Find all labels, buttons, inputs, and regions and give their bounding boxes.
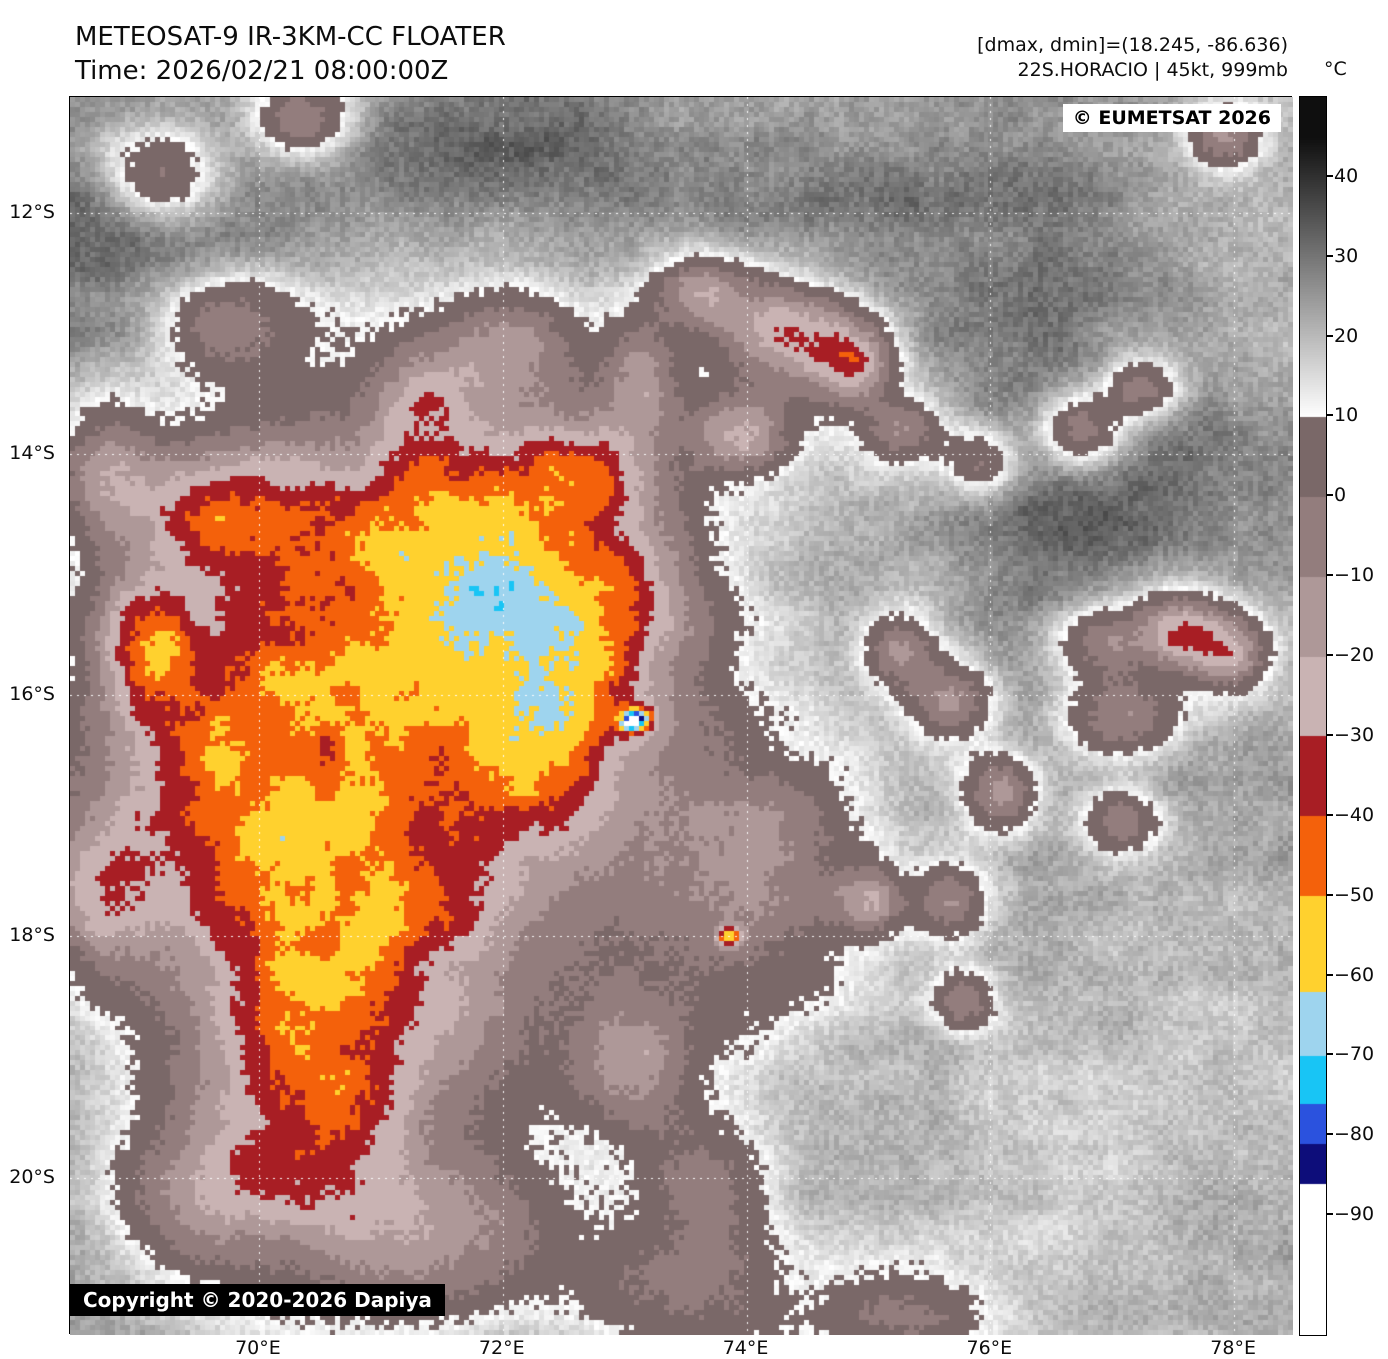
lon-tick-label: 70°E: [235, 1337, 281, 1359]
colorbar-tick-label: 30: [1334, 244, 1359, 267]
copyright-badge: Copyright © 2020-2026 Dapiya: [70, 1284, 445, 1316]
colorbar-tick-label: −90: [1334, 1203, 1375, 1226]
satellite-map: © EUMETSAT 2026 Copyright © 2020-2026 Da…: [69, 96, 1293, 1335]
colorbar-tick-label: −20: [1334, 644, 1375, 667]
colorbar-tick-label: −60: [1334, 963, 1375, 986]
lat-tick-label: 12°S: [9, 200, 55, 223]
storm-readout: 22S.HORACIO | 45kt, 999mb: [1017, 59, 1288, 81]
colorbar-tick-label: −70: [1334, 1043, 1375, 1066]
colorbar-tick-mark: [1327, 174, 1333, 177]
colorbar-tick-mark: [1327, 414, 1333, 417]
colorbar-tick-label: 40: [1334, 164, 1359, 187]
product-time: Time: 2026/02/21 08:00:00Z: [75, 56, 449, 86]
lon-tick-label: 74°E: [722, 1337, 769, 1359]
colorbar-tick-label: −40: [1334, 803, 1375, 826]
extremes-readout: [dmax, dmin]=(18.245, -86.636): [977, 34, 1288, 56]
colorbar-tick-mark: [1327, 574, 1333, 577]
colorbar-tick-mark: [1327, 654, 1333, 657]
colorbar-tick-label: −80: [1334, 1123, 1375, 1146]
lat-tick-label: 16°S: [9, 683, 55, 706]
colorbar-tick-mark: [1327, 813, 1333, 816]
colorbar-tick-label: −30: [1334, 723, 1375, 746]
lon-tick-label: 78°E: [1210, 1337, 1256, 1359]
satellite-image-canvas: [70, 97, 1293, 1335]
colorbar: [1299, 96, 1327, 1336]
colorbar-canvas: [1300, 97, 1326, 1335]
colorbar-tick-mark: [1327, 254, 1333, 257]
colorbar-tick-label: 20: [1334, 324, 1359, 347]
colorbar-tick-label: −10: [1334, 564, 1375, 587]
colorbar-tick-mark: [1327, 1053, 1333, 1056]
eumetsat-watermark: © EUMETSAT 2026: [1062, 104, 1281, 132]
colorbar-tick-label: 0: [1334, 484, 1347, 507]
colorbar-tick-label: −50: [1334, 883, 1375, 906]
colorbar-tick-label: 10: [1334, 404, 1359, 427]
colorbar-tick-mark: [1327, 334, 1333, 337]
lon-tick-label: 76°E: [966, 1337, 1013, 1359]
colorbar-tick-mark: [1327, 494, 1333, 497]
colorbar-tick-mark: [1327, 893, 1333, 896]
colorbar-unit-label: °C: [1324, 58, 1347, 80]
colorbar-tick-mark: [1327, 1133, 1333, 1136]
colorbar-tick-mark: [1327, 1213, 1333, 1216]
colorbar-tick-mark: [1327, 733, 1333, 736]
lat-tick-label: 18°S: [9, 924, 55, 947]
colorbar-tick-mark: [1327, 973, 1333, 976]
lat-tick-label: 20°S: [9, 1165, 55, 1188]
lon-tick-label: 72°E: [478, 1337, 525, 1359]
lat-tick-label: 14°S: [9, 441, 55, 464]
product-title: METEOSAT-9 IR-3KM-CC FLOATER: [75, 22, 506, 52]
